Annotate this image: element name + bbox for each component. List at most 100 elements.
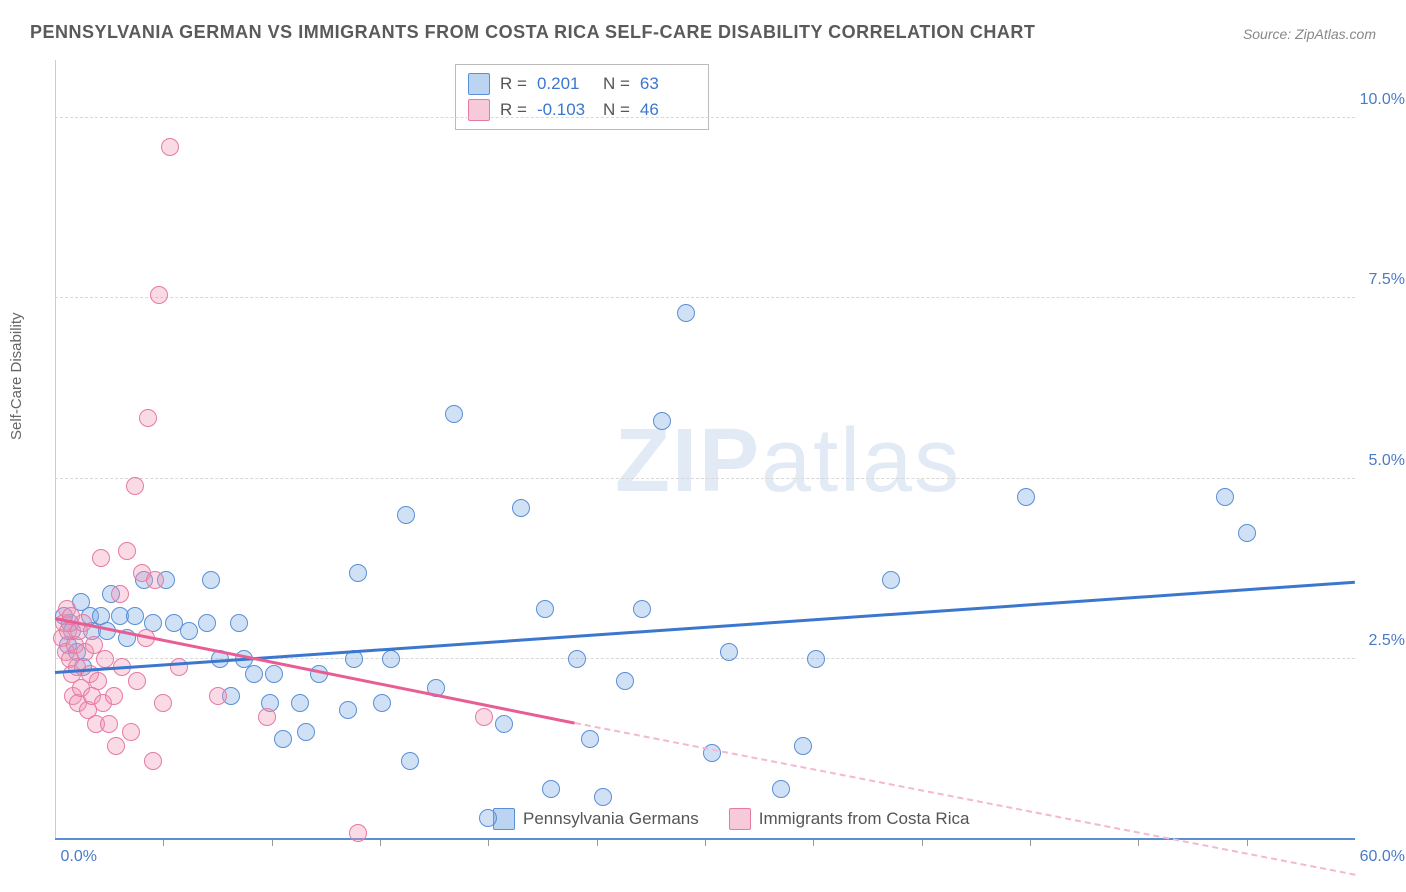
source-attribution: Source: ZipAtlas.com (1243, 26, 1376, 42)
scatter-point (89, 672, 107, 690)
scatter-point (495, 715, 513, 733)
scatter-point (202, 571, 220, 589)
y-tick-label: 2.5% (1357, 632, 1405, 650)
x-tick-mark (597, 840, 598, 846)
series2-r-value: -0.103 (537, 97, 593, 123)
scatter-point (105, 687, 123, 705)
scatter-point (373, 694, 391, 712)
r-label: R = (500, 71, 527, 97)
scatter-point (339, 701, 357, 719)
scatter-point (536, 600, 554, 618)
x-tick-mark (1138, 840, 1139, 846)
stats-row-series2: R = -0.103 N = 46 (468, 97, 696, 123)
scatter-point (633, 600, 651, 618)
y-axis-line (55, 60, 56, 840)
x-tick-mark (488, 840, 489, 846)
watermark-atlas: atlas (761, 411, 961, 511)
x-tick-mark (163, 840, 164, 846)
scatter-point (349, 824, 367, 842)
n-label: N = (603, 97, 630, 123)
x-tick-mark (1247, 840, 1248, 846)
x-tick-mark (813, 840, 814, 846)
series1-r-value: 0.201 (537, 71, 593, 97)
gridline (55, 297, 1355, 298)
scatter-point (479, 809, 497, 827)
legend-item-series1: Pennsylvania Germans (493, 808, 699, 830)
scatter-point (265, 665, 283, 683)
n-label: N = (603, 71, 630, 97)
scatter-point (1238, 524, 1256, 542)
scatter-point (170, 658, 188, 676)
y-tick-label: 7.5% (1357, 271, 1405, 289)
scatter-point (616, 672, 634, 690)
scatter-point (144, 752, 162, 770)
scatter-point (154, 694, 172, 712)
scatter-point (126, 607, 144, 625)
scatter-point (382, 650, 400, 668)
y-axis-label: Self-Care Disability (8, 312, 25, 440)
scatter-point (274, 730, 292, 748)
y-tick-label: 5.0% (1357, 452, 1405, 470)
r-label: R = (500, 97, 527, 123)
scatter-point (581, 730, 599, 748)
series1-n-value: 63 (640, 71, 696, 97)
stats-row-series1: R = 0.201 N = 63 (468, 71, 696, 97)
scatter-point (100, 715, 118, 733)
scatter-point (180, 622, 198, 640)
x-tick-mark (1030, 840, 1031, 846)
scatter-point (475, 708, 493, 726)
origin-tick-label: 0.0% (49, 848, 97, 866)
scatter-point (291, 694, 309, 712)
scatter-point (594, 788, 612, 806)
scatter-point (794, 737, 812, 755)
scatter-point (297, 723, 315, 741)
scatter-point (568, 650, 586, 668)
scatter-point (445, 405, 463, 423)
x-max-tick-label: 60.0% (1360, 848, 1405, 866)
series1-name: Pennsylvania Germans (523, 809, 699, 829)
scatter-point (807, 650, 825, 668)
watermark-zip: ZIP (615, 411, 761, 511)
trend-line (55, 617, 576, 725)
series2-n-value: 46 (640, 97, 696, 123)
scatter-point (107, 737, 125, 755)
x-tick-mark (705, 840, 706, 846)
gridline (55, 478, 1355, 479)
scatter-point (150, 286, 168, 304)
scatter-point (401, 752, 419, 770)
scatter-point (146, 571, 164, 589)
scatter-point (772, 780, 790, 798)
scatter-point (258, 708, 276, 726)
scatter-point (397, 506, 415, 524)
scatter-point (161, 138, 179, 156)
scatter-point (542, 780, 560, 798)
chart-title: PENNSYLVANIA GERMAN VS IMMIGRANTS FROM C… (30, 22, 1035, 43)
y-tick-label: 10.0% (1357, 91, 1405, 109)
scatter-point (128, 672, 146, 690)
trend-line (55, 581, 1355, 674)
scatter-point (122, 723, 140, 741)
gridline (55, 117, 1355, 118)
scatter-point (653, 412, 671, 430)
series-legend: Pennsylvania Germans Immigrants from Cos… (485, 806, 977, 832)
scatter-point (111, 585, 129, 603)
scatter-plot-area: ZIPatlas R = 0.201 N = 63 R = -0.103 N =… (55, 60, 1355, 840)
scatter-point (96, 650, 114, 668)
x-tick-mark (380, 840, 381, 846)
scatter-point (720, 643, 738, 661)
scatter-point (1017, 488, 1035, 506)
scatter-point (677, 304, 695, 322)
scatter-point (245, 665, 263, 683)
scatter-point (349, 564, 367, 582)
scatter-point (1216, 488, 1234, 506)
scatter-point (198, 614, 216, 632)
series2-name: Immigrants from Costa Rica (759, 809, 970, 829)
scatter-point (882, 571, 900, 589)
scatter-point (230, 614, 248, 632)
scatter-point (139, 409, 157, 427)
scatter-point (118, 542, 136, 560)
scatter-point (512, 499, 530, 517)
scatter-point (126, 477, 144, 495)
x-tick-mark (922, 840, 923, 846)
x-tick-mark (272, 840, 273, 846)
